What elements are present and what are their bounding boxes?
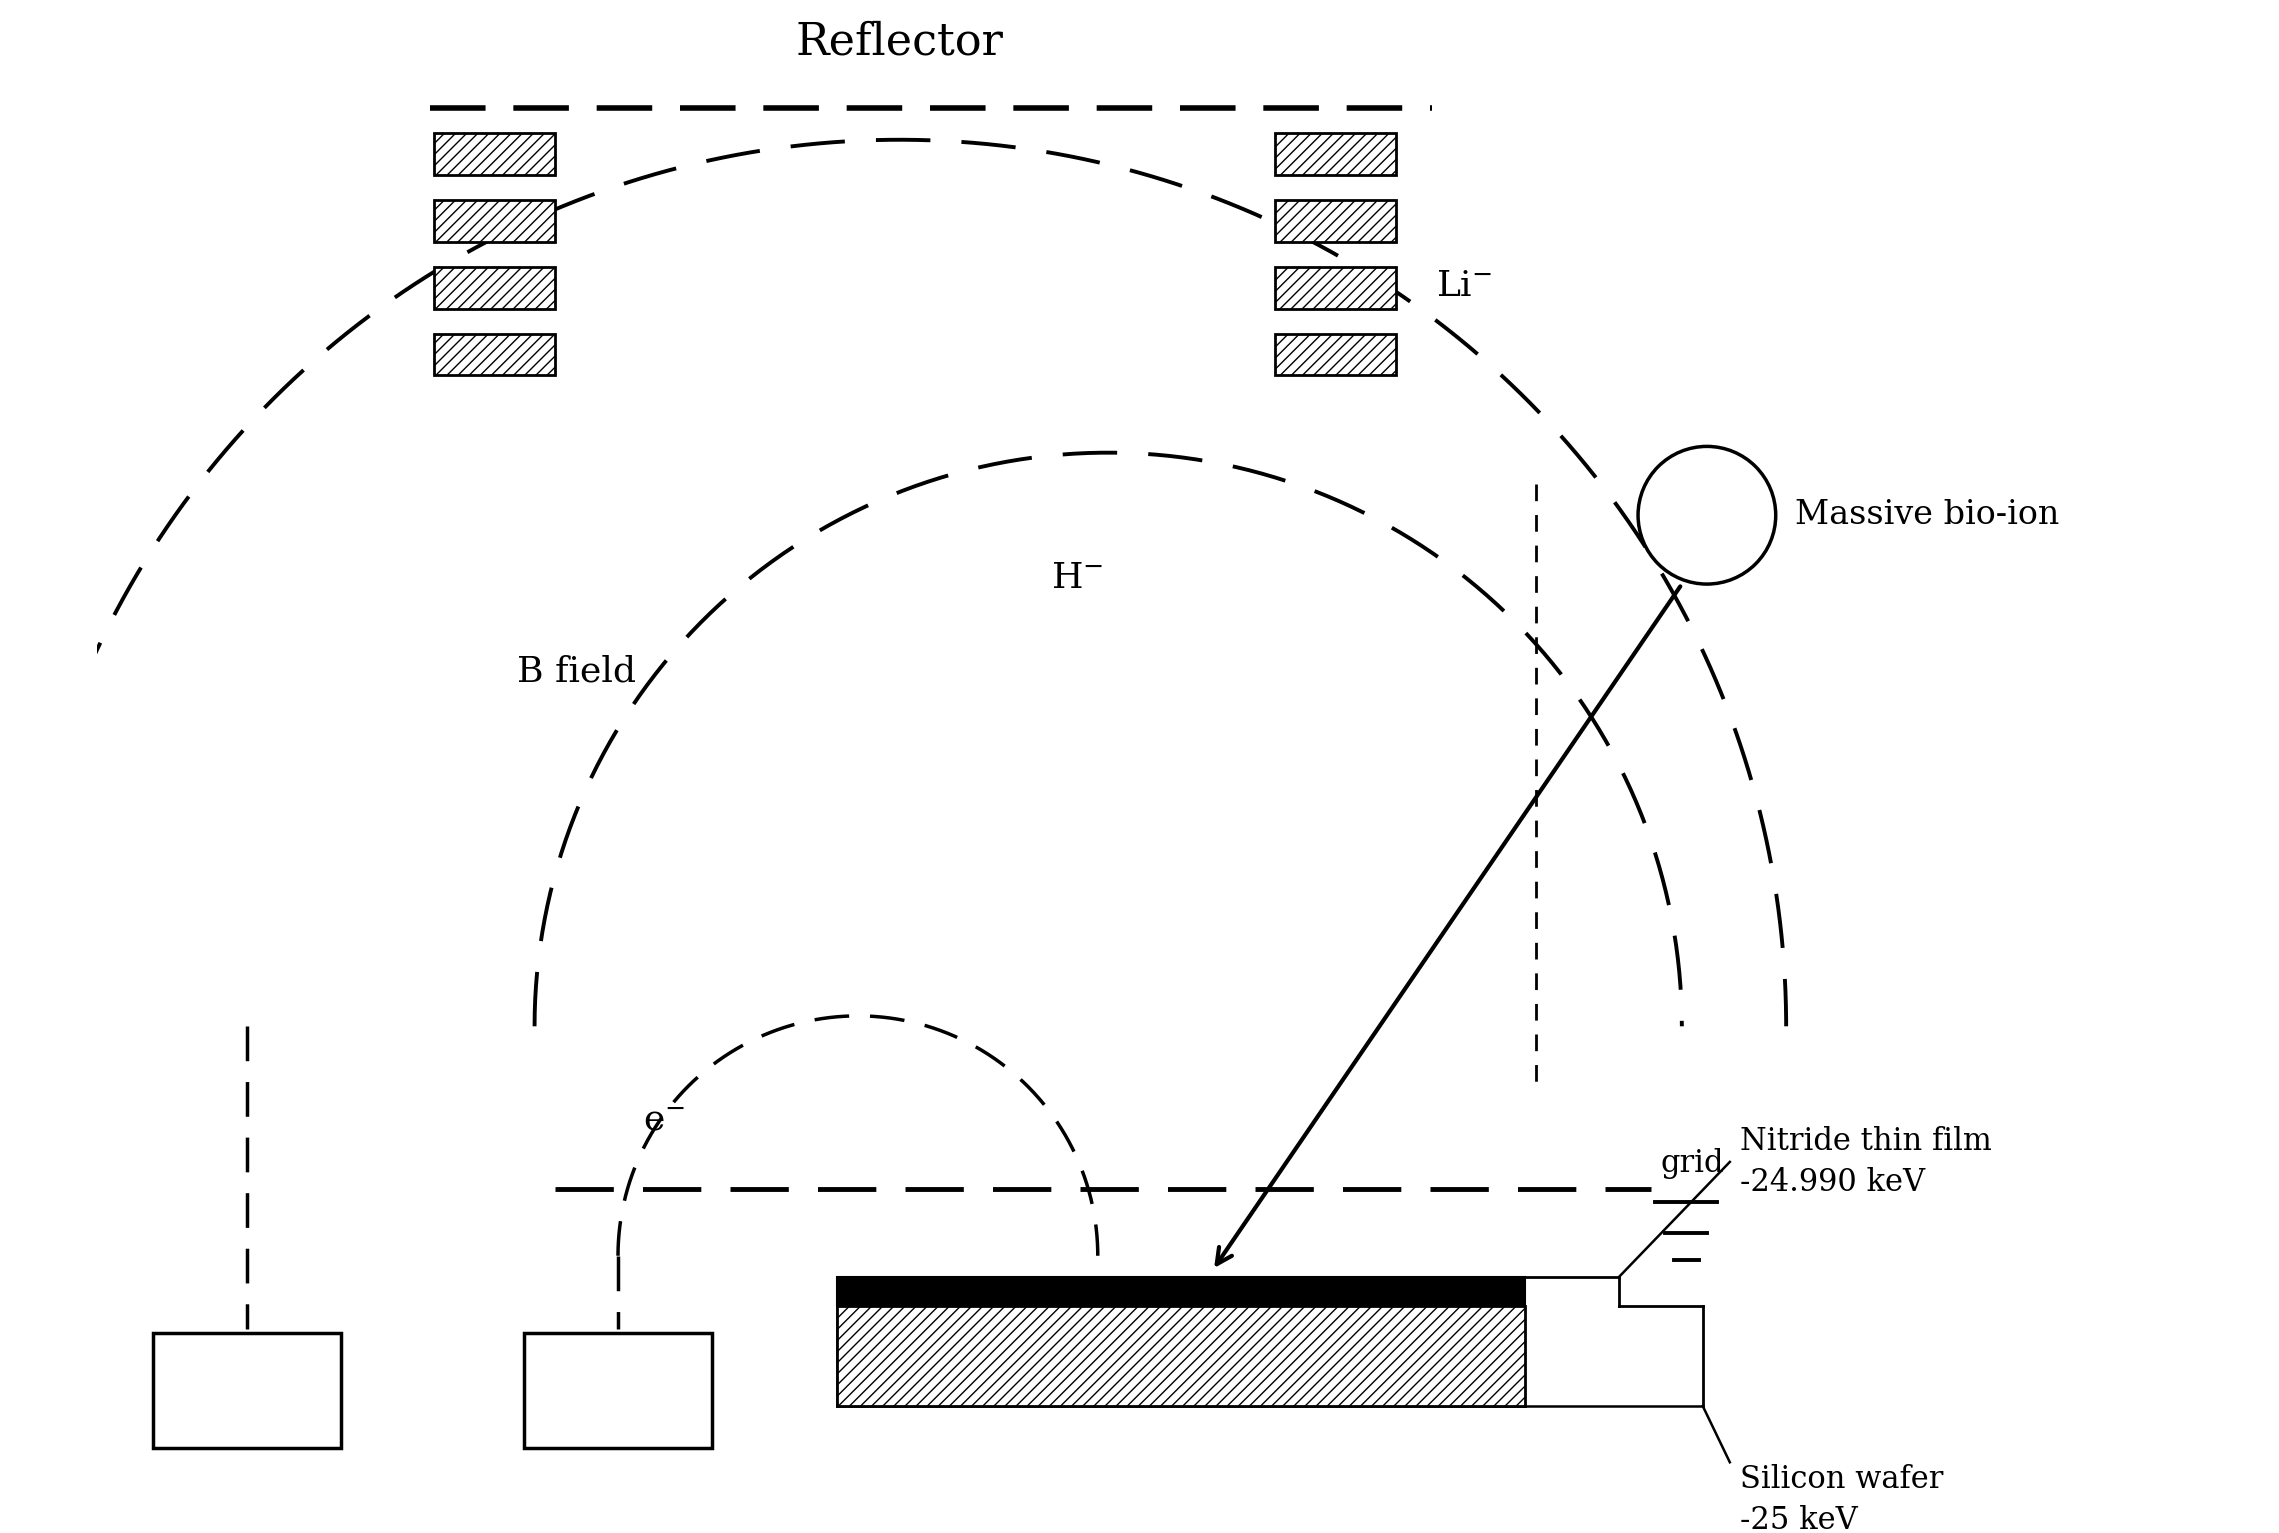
Bar — [1274, 334, 1397, 376]
Text: e$^{-}$: e$^{-}$ — [643, 1104, 684, 1137]
Text: MC: MC — [217, 1374, 276, 1406]
Bar — [1274, 201, 1397, 242]
Text: +: + — [1691, 497, 1723, 533]
Text: B field: B field — [517, 655, 636, 688]
Bar — [435, 133, 556, 175]
Text: MC: MC — [588, 1374, 647, 1406]
Text: Nitride thin film
-24.990 keV: Nitride thin film -24.990 keV — [1741, 1127, 1992, 1197]
Bar — [153, 1334, 340, 1447]
Bar — [1274, 267, 1397, 308]
Bar — [435, 201, 556, 242]
Bar — [836, 1306, 1525, 1406]
Text: Massive bio-ion: Massive bio-ion — [1794, 500, 2058, 532]
Circle shape — [1639, 446, 1775, 584]
Bar — [435, 334, 556, 376]
Bar — [435, 267, 556, 308]
Bar — [836, 1277, 1525, 1306]
Text: Li$^{-}$: Li$^{-}$ — [1436, 268, 1493, 304]
Text: H$^{-}$: H$^{-}$ — [1051, 561, 1103, 595]
Bar — [524, 1334, 711, 1447]
Text: grid: grid — [1661, 1148, 1725, 1179]
Text: Silicon wafer
-25 keV: Silicon wafer -25 keV — [1741, 1464, 1944, 1533]
Bar — [1274, 133, 1397, 175]
Text: Reflector: Reflector — [795, 20, 1003, 63]
